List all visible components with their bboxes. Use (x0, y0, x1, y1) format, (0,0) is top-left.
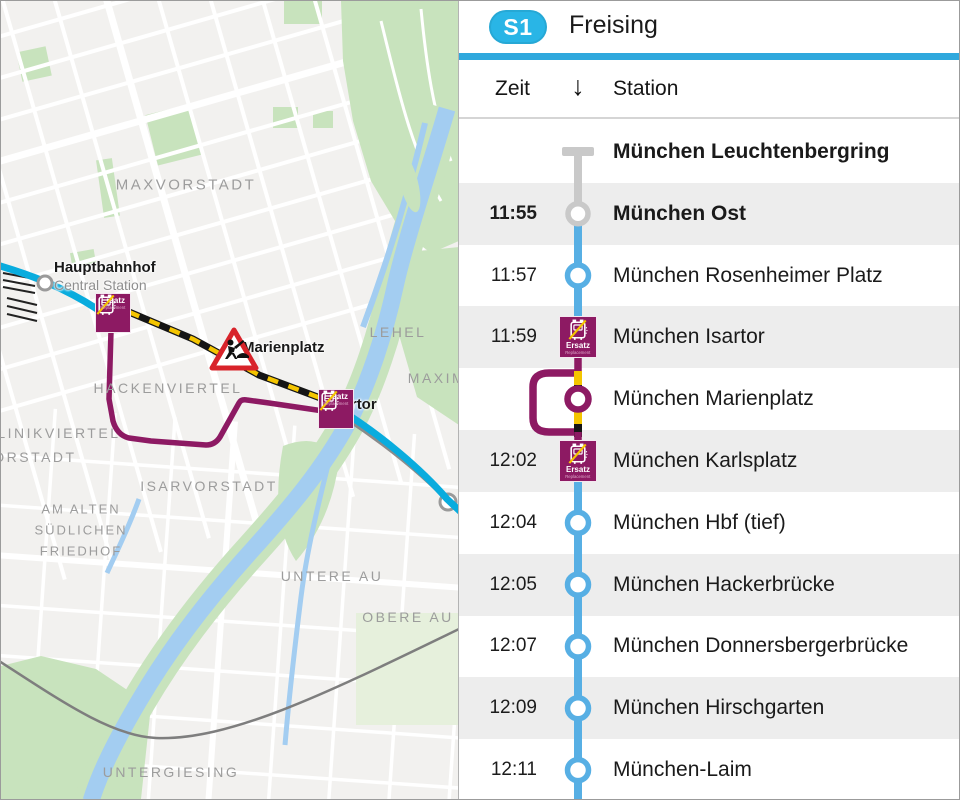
stops-list: München Leuchtenbergring 11:55 München Ost… (459, 121, 959, 799)
replacement-icon-map-hauptbahnhof: Ersatz Replacement (95, 293, 131, 333)
stop-name: München Ost (613, 201, 747, 225)
stop-row[interactable]: 11:59 München Isartor (459, 306, 959, 369)
map-canvas (1, 1, 458, 799)
sbahn-line-east (335, 405, 458, 515)
replacement-route-line (106, 330, 338, 448)
ersatz-sublabel: Replacement (323, 401, 349, 407)
stop-row[interactable]: 11:57 München Rosenheimer Platz (459, 245, 959, 307)
district-label: HACKENVIERTEL (93, 380, 243, 396)
stop-name: München-Laim (613, 758, 752, 782)
district-label: SÜDLICHEN (34, 522, 128, 538)
stop-row[interactable]: München Marienplatz (459, 368, 959, 430)
ersatz-sublabel: Replacement (100, 305, 126, 311)
stop-row[interactable]: 12:07 München Donnersbergerbrücke (459, 616, 959, 678)
stop-name: München Karlsplatz (613, 448, 798, 472)
column-time-label: Zeit (495, 77, 531, 100)
marienplatz-label: Marienplatz (242, 339, 325, 356)
stop-row[interactable]: 12:09 München Hirschgarten (459, 677, 959, 740)
stop-time: 11:57 (490, 264, 537, 286)
stop-row[interactable]: 12:02 München Karlsplatz (459, 430, 959, 492)
map-panel[interactable]: MAXVORSTADT LEHEL MAXIM HACKENVIERTEL KL… (1, 1, 459, 799)
district-label: OBERE AU (362, 609, 454, 625)
direction-arrow-icon: ↓ (571, 71, 585, 101)
hauptbahnhof-subname: Central Station (54, 277, 147, 293)
stop-name: München Leuchtenbergring (613, 139, 890, 163)
replacement-icon-map-isartor: Ersatz Replacement (318, 389, 354, 429)
header-accent-bar (459, 53, 959, 60)
stop-time: 12:05 (489, 573, 537, 595)
district-label: MAXVORSTADT (115, 176, 257, 194)
tram-icon (96, 294, 116, 315)
stop-name: München Marienplatz (613, 387, 814, 411)
district-label: LEHEL (369, 324, 427, 340)
stop-name: München Isartor (613, 325, 765, 349)
stop-time: 11:55 (489, 202, 537, 224)
ersatz-sublabel: Replacement (565, 474, 591, 480)
stop-row[interactable]: 11:55 München Ost (459, 182, 959, 245)
construction-warning-icon (209, 327, 259, 371)
railway-line (1, 628, 458, 740)
closed-segment-dashes (128, 309, 324, 402)
line-badge: S1 (489, 10, 547, 44)
stop-time: 12:09 (489, 697, 537, 719)
district-label: UNTERE AU (280, 568, 384, 584)
stop-row[interactable]: 12:11 München-Laim (459, 739, 959, 799)
street-grid-north (1, 1, 458, 581)
stop-name: München Donnersbergerbrücke (613, 634, 909, 658)
ersatz-label: Ersatz (565, 341, 590, 350)
stop-name: München Hbf (tief) (613, 510, 786, 534)
district-label: MAXIM (407, 370, 458, 386)
station-dot-hauptbahnhof (36, 274, 54, 292)
stop-time: 12:07 (489, 635, 537, 657)
stop-time: 12:11 (490, 759, 537, 781)
stop-time: 12:02 (489, 449, 537, 471)
columns-header: Zeit ↓ Station (459, 60, 959, 119)
replacement-icon-isartor: Ersatz Replacement (559, 316, 597, 358)
destination-title: Freising (569, 11, 658, 39)
tram-icon (568, 443, 588, 464)
stop-time: 11:59 (490, 326, 537, 348)
stop-name: München Hirschgarten (613, 696, 825, 720)
timetable-panel: S1 Freising Zeit ↓ Station München Leuch… (459, 1, 959, 799)
tram-icon (568, 319, 588, 340)
district-label: AM ALTEN (41, 501, 121, 517)
district-label: ISARVORSTADT (140, 478, 278, 494)
column-station-label: Station (613, 77, 679, 100)
stop-name: München Hackerbrücke (613, 572, 835, 596)
stop-row[interactable]: 12:05 München Hackerbrücke (459, 553, 959, 616)
district-label: KLINIKVIERTEL (1, 425, 121, 441)
replacement-icon-karlsplatz: Ersatz Replacement (559, 440, 597, 482)
map-river-isar (74, 104, 458, 799)
district-label: FRIEDHOF (39, 543, 123, 559)
stop-row[interactable]: München Leuchtenbergring (459, 121, 959, 183)
hauptbahnhof-name: Hauptbahnhof (54, 259, 156, 276)
stop-time: 12:04 (489, 511, 537, 533)
ersatz-label: Ersatz (565, 465, 590, 474)
hauptbahnhof-label: Hauptbahnhof Central Station (54, 259, 156, 293)
district-label: UNTERGIESING (102, 764, 240, 780)
timetable-header: S1 Freising (459, 1, 959, 53)
stop-name: München Rosenheimer Platz (613, 263, 883, 287)
stop-row[interactable]: 12:04 München Hbf (tief) (459, 492, 959, 554)
tram-icon (319, 390, 339, 411)
district-label: VORSTADT (1, 449, 77, 465)
ersatz-sublabel: Replacement (565, 350, 591, 356)
